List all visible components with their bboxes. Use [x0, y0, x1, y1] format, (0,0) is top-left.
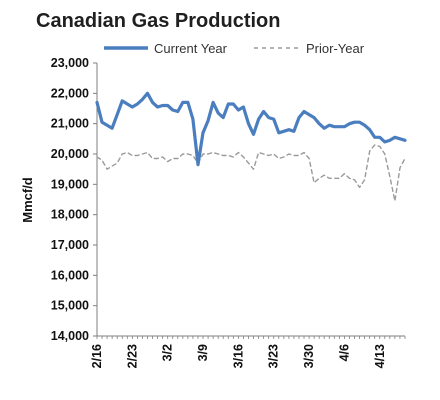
y-tick-label: 22,000: [51, 86, 89, 100]
x-tick-label: 3/9: [196, 344, 210, 361]
x-tick-label: 3/23: [267, 344, 281, 368]
y-tick-label: 19,000: [51, 177, 89, 191]
series-current-year-line: [95, 91, 407, 167]
x-tick-label: 3/16: [231, 344, 245, 368]
x-tick-label: 3/2: [161, 344, 175, 361]
y-tick-label: 17,000: [51, 238, 89, 252]
x-tick-label: 3/30: [302, 344, 316, 368]
chart-title: Canadian Gas Production: [36, 10, 280, 32]
y-tick-label: 16,000: [51, 268, 89, 282]
x-tick-label: 2/16: [90, 344, 104, 368]
y-axis-label: Mmcf/d: [20, 177, 35, 223]
x-tick-label: 4/6: [337, 344, 351, 361]
legend-prior-label: Prior-Year: [306, 41, 365, 56]
y-tick-label: 15,000: [51, 299, 89, 313]
series-prior-year-line: [96, 144, 406, 202]
plot-area: [95, 91, 407, 202]
x-tick-label: 2/23: [125, 344, 139, 368]
y-tick-label: 20,000: [51, 147, 89, 161]
legend-current-label: Current Year: [154, 41, 228, 56]
y-tick-label: 23,000: [51, 56, 89, 70]
legend: Current Year Prior-Year: [104, 41, 365, 56]
axes: 14,000 15,000 16,000 17,000 18,000 19,000 20,0…: [51, 56, 406, 368]
y-tick-label: 18,000: [51, 208, 89, 222]
x-tick-label: 4/13: [373, 344, 387, 368]
y-tick-label: 21,000: [51, 117, 89, 131]
y-tick-label: 14,000: [51, 329, 89, 343]
